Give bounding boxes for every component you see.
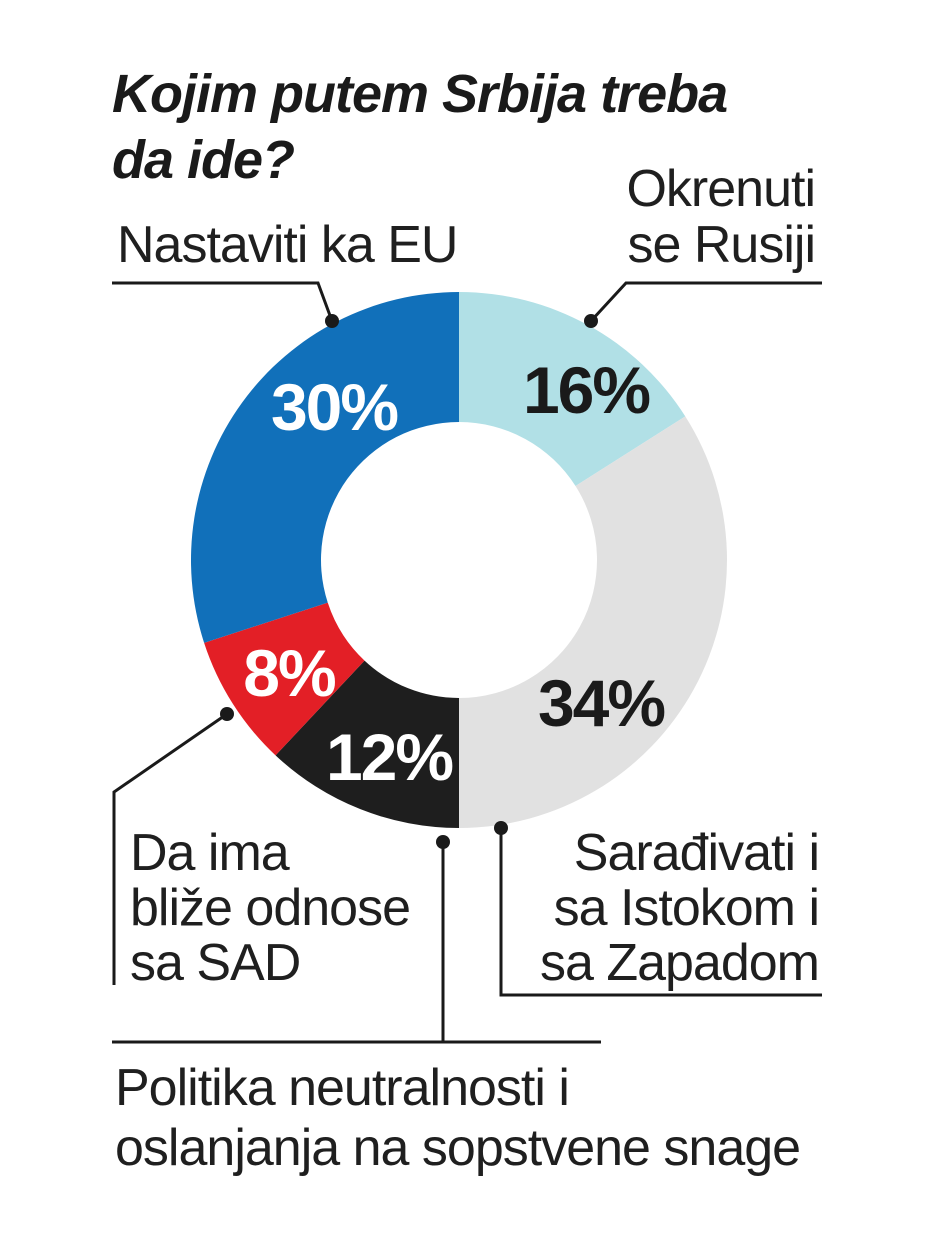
slice-rusija <box>459 292 686 487</box>
category-label-sad-line-3: sa SAD <box>130 934 300 992</box>
category-label-istok-zapad-line-2: sa Istokom i <box>554 879 819 937</box>
category-label-sad-line-1: Da ima <box>130 824 290 882</box>
category-label-neutralnost-line-1: Politika neutralnosti i <box>115 1059 569 1117</box>
value-label-istok-zapad: 34% <box>538 666 664 740</box>
leader-dot-neutralnost <box>436 835 450 849</box>
leader-dot-rusija <box>584 314 598 328</box>
leader-line-sad <box>112 712 228 985</box>
category-label-istok-zapad-line-3: sa Zapadom <box>540 934 819 992</box>
value-label-neutralnost: 12% <box>326 720 452 794</box>
category-label-neutralnost-line-2: oslanjanja na sopstvene snage <box>115 1119 800 1177</box>
leader-line-istok-zapad <box>499 828 822 997</box>
slice-neutralnost <box>275 660 459 828</box>
value-label-rusija: 16% <box>523 353 649 427</box>
category-label-rusija-line-1: Okrenuti <box>626 160 815 218</box>
category-label-sad-line-2: bliže odnose <box>130 879 410 937</box>
leader-line-rusija <box>589 281 822 323</box>
slice-eu <box>190 292 459 643</box>
leader-lines <box>112 281 822 1044</box>
slice-sad <box>204 602 365 756</box>
slice-istok-zapad <box>459 416 727 828</box>
category-label-istok-zapad-line-1: Sarađivati i <box>574 824 819 882</box>
chart-title-line-2: da ide? <box>112 130 294 190</box>
leader-dot-eu <box>325 314 339 328</box>
leader-dot-sad <box>220 707 234 721</box>
category-label-eu: Nastaviti ka EU <box>117 216 457 274</box>
donut-slices <box>190 292 727 828</box>
chart-title-line-1: Kojim putem Srbija treba <box>112 64 727 124</box>
value-label-eu: 30% <box>271 370 397 444</box>
category-label-rusija-line-2: se Rusiji <box>628 216 816 274</box>
leader-line-eu <box>112 281 334 322</box>
value-label-sad: 8% <box>243 636 335 710</box>
leader-dot-istok-zapad <box>494 821 508 835</box>
